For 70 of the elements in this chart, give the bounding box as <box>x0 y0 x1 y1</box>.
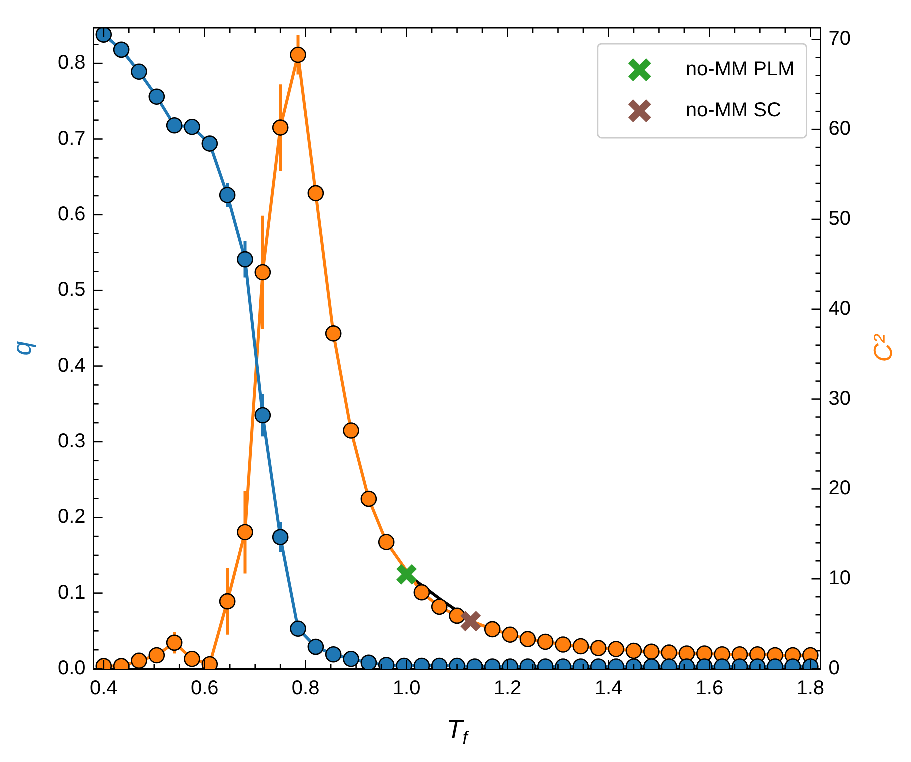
point <box>378 534 395 550</box>
y-tick-label: 0.4 <box>58 354 86 377</box>
point <box>484 621 501 638</box>
point <box>202 136 218 152</box>
point <box>520 631 536 648</box>
point <box>113 42 130 58</box>
point <box>237 251 254 268</box>
y-tick-label: 0.2 <box>58 506 86 528</box>
point <box>696 646 713 662</box>
point <box>237 524 254 540</box>
point <box>396 563 418 586</box>
legend-label: no-MM PLM <box>686 58 795 81</box>
point <box>590 640 607 656</box>
y2-axis-title: C² <box>868 333 898 362</box>
y2-tick-label: 60 <box>828 118 852 140</box>
point <box>166 117 183 134</box>
point <box>643 644 660 660</box>
y-tick-label: 0.3 <box>58 430 86 452</box>
point <box>272 120 289 136</box>
point <box>219 593 236 610</box>
x-tick-label: 1.2 <box>494 678 522 700</box>
point <box>661 644 678 661</box>
point <box>184 118 200 136</box>
y-tick-label: 0.8 <box>58 52 86 74</box>
point <box>254 264 272 281</box>
y2-tick-label: 10 <box>828 568 852 590</box>
y-axis-title: q <box>7 340 38 356</box>
y-tick-label: 0.0 <box>58 658 86 680</box>
point <box>626 642 642 660</box>
point <box>678 646 696 662</box>
point <box>572 638 590 655</box>
point <box>555 636 572 653</box>
point <box>290 46 306 64</box>
point <box>166 634 183 652</box>
point <box>449 608 466 624</box>
x-tick-label: 0.6 <box>190 678 219 700</box>
point <box>608 641 624 658</box>
y2-tick-label: 30 <box>828 388 852 410</box>
x-tick-label: 1.8 <box>796 678 825 700</box>
point <box>308 185 324 202</box>
point <box>360 490 378 508</box>
y2-tick-label: 70 <box>828 28 852 50</box>
point <box>431 598 448 616</box>
y-tick-label: 0.1 <box>58 582 86 604</box>
legend-label: no-MM SC <box>686 100 782 122</box>
x-tick-label: 1.0 <box>392 678 421 700</box>
point <box>96 28 112 43</box>
point <box>131 64 148 80</box>
point <box>148 647 166 664</box>
point <box>460 610 482 633</box>
x-tick-label: 0.8 <box>292 678 320 700</box>
point <box>537 634 554 650</box>
x-tick-label: 1.6 <box>696 678 724 700</box>
y2-tick-label: 40 <box>828 298 852 320</box>
point <box>343 422 360 439</box>
y-tick-label: 0.5 <box>58 279 86 302</box>
point <box>148 88 166 106</box>
point <box>219 187 236 204</box>
x-tick-label: 0.4 <box>90 678 118 700</box>
point <box>502 626 518 643</box>
y2-tick-label: 50 <box>828 208 852 230</box>
y-tick-label: 0.6 <box>58 203 86 226</box>
y2-tick-label: 0 <box>828 658 840 680</box>
point <box>325 326 342 342</box>
point <box>184 650 200 668</box>
y2-tick-label: 20 <box>828 478 852 500</box>
point <box>414 584 430 601</box>
point <box>131 652 148 669</box>
x-tick-label: 1.4 <box>594 678 623 700</box>
y-tick-label: 0.7 <box>58 128 86 150</box>
